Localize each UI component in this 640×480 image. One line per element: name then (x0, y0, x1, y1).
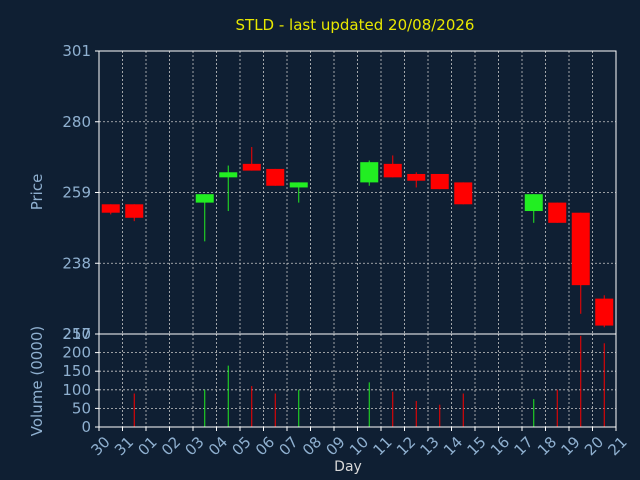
x-tick-label: 21 (605, 433, 631, 459)
candle-body (524, 194, 543, 212)
volume-axis-label: Volume (0000) (28, 326, 46, 436)
x-tick-label: 11 (370, 433, 396, 459)
x-tick-label: 30 (88, 433, 114, 459)
x-axis-label: Day (334, 459, 362, 475)
candle-body (289, 182, 308, 188)
volume-tick-label: 100 (62, 381, 91, 399)
x-tick-label: 17 (511, 433, 537, 459)
candle-body (101, 204, 120, 213)
x-ticks: 3031010203040506070809101112131415161718… (88, 427, 631, 459)
x-tick-label: 02 (158, 433, 184, 459)
x-tick-label: 01 (135, 433, 161, 459)
x-tick-label: 05 (229, 433, 255, 459)
x-tick-label: 06 (252, 433, 278, 459)
price-tick-label: 259 (62, 184, 91, 202)
volume-tick-label: 0 (81, 418, 91, 436)
candle-body (266, 168, 285, 186)
volume-tick-label: 150 (62, 362, 91, 380)
candle-body (242, 163, 261, 171)
candle-body (195, 194, 214, 203)
x-tick-label: 20 (581, 433, 607, 459)
x-tick-label: 10 (346, 433, 372, 459)
candle-body (571, 212, 590, 286)
price-candles (101, 147, 614, 328)
x-tick-label: 08 (299, 433, 325, 459)
candle-body (125, 204, 144, 218)
price-grid (98, 51, 617, 334)
x-tick-label: 14 (440, 433, 466, 459)
price-axis-label: Price (28, 174, 46, 211)
volume-tick-label: 50 (72, 399, 91, 417)
x-tick-label: 15 (464, 433, 490, 459)
candle-body (407, 173, 426, 181)
volume-grid (98, 334, 617, 427)
price-panel: 217 238 259 280 301 Price (28, 42, 617, 343)
volume-tick-label: 250 (62, 325, 91, 343)
price-tick-label: 280 (62, 113, 91, 131)
chart-title: STLD - last updated 20/08/2026 (236, 16, 475, 34)
x-tick-label: 18 (534, 433, 560, 459)
x-tick-label: 07 (276, 433, 302, 459)
x-tick-label: 16 (487, 433, 513, 459)
price-tick-label: 217 (62, 325, 91, 343)
x-tick-label: 31 (111, 433, 137, 459)
candle-body (430, 173, 449, 190)
x-tick-label: 04 (205, 433, 231, 459)
candle-body (548, 202, 567, 223)
x-tick-label: 13 (417, 433, 443, 459)
price-tick-label: 238 (62, 254, 91, 272)
volume-tick-label: 200 (62, 344, 91, 362)
candle-body (454, 182, 473, 205)
candle-body (383, 163, 402, 178)
price-tick-label: 301 (62, 42, 91, 60)
x-tick-label: 19 (558, 433, 584, 459)
candle-body (219, 172, 238, 178)
x-tick-label: 09 (323, 433, 349, 459)
candle-body (360, 162, 379, 183)
candle-body (595, 298, 614, 326)
volume-bars (133, 335, 605, 427)
price-y-ticks: 217 238 259 280 301 (62, 42, 99, 343)
x-tick-label: 12 (393, 433, 419, 459)
x-tick-label: 03 (182, 433, 208, 459)
